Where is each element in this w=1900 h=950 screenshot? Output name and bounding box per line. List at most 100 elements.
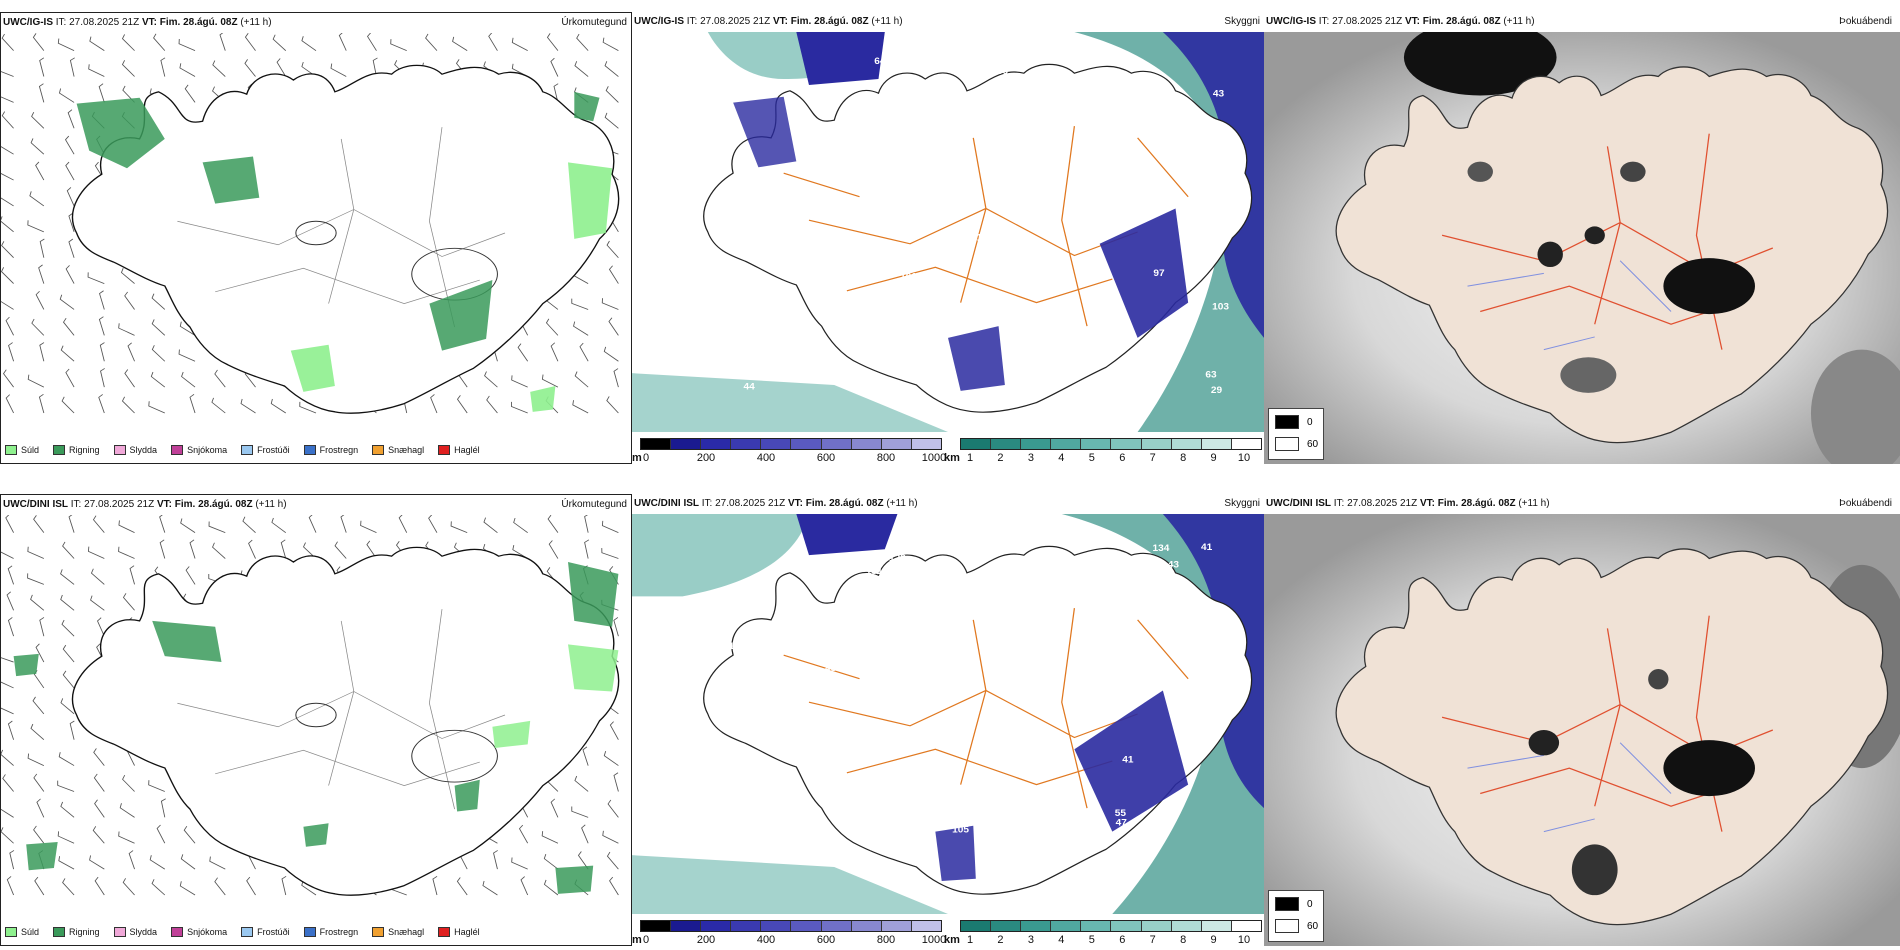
visibility-unit: km [944,452,960,464]
wind-barb [39,238,45,258]
wind-barb [57,38,75,52]
wind-barb [151,293,166,310]
wind-barb [601,548,619,559]
wind-barb [1,197,14,207]
wind-barb [330,63,347,77]
precip-legend: Súld Rigning Slydda Snjókoma Frostúði Fr… [5,445,480,455]
wind-barb [99,290,105,310]
cloud-base-label: 90 [908,218,920,229]
wind-barb [602,37,619,52]
wind-barb [98,394,105,414]
wind-barb [62,670,75,689]
wind-barb [5,316,14,336]
cloud-base-label: 105 [952,825,969,836]
wind-barb [32,696,45,715]
wind-barb [179,321,196,336]
wind-barb [520,876,529,896]
wind-barb [511,37,528,52]
fog-legend: 0 60 [1268,890,1324,942]
cloud-base-label: 49 [832,161,844,172]
wind-barb [89,36,105,51]
wind-barb [211,397,226,414]
wind-barb [1,827,14,844]
wind-barb [94,876,105,896]
wind-barb [212,542,226,559]
precip-map [1,33,620,414]
wind-barb [184,84,196,103]
wind-barb [60,569,75,585]
cloud-base-label: 125 [1047,269,1064,280]
wind-barb [160,798,166,818]
wind-barb [151,345,166,362]
wind-barb [1,33,14,51]
wind-barb [608,317,619,336]
cloud-base-label: 52 [1185,306,1197,317]
wind-barb [98,316,105,336]
wind-barb [65,368,75,388]
wind-barb [159,539,166,559]
wind-barb [609,876,619,896]
cloud-base-label: 43 [825,663,837,674]
cloud-base-label: 36 [1103,628,1115,639]
wind-barb [608,265,619,284]
wind-barb [7,565,15,585]
wind-barb [547,515,559,533]
wind-barb [1,301,14,310]
cloud-base-label: 116 [1098,661,1115,672]
wind-barb [517,343,529,362]
wind-barb [129,565,135,585]
visibility-colorbar [960,438,1262,450]
wind-barb [366,540,377,559]
cloud-base-label: 101 [900,272,917,283]
wind-barb [36,798,45,818]
wind-barb [553,83,559,103]
wind-barb [550,57,559,77]
cloud-base-label: 60 [1089,593,1101,604]
cloud-base-label: 41 [977,842,989,853]
wind-barb [148,401,165,414]
wind-barb [1,111,14,129]
precip-legend: Súld Rigning Slydda Snjókoma Frostúði Fr… [5,927,480,937]
cloud-base-label: 75 [926,593,938,604]
wind-barb [27,220,45,233]
wind-barb [61,619,75,637]
wind-barb [93,748,105,766]
wind-barb [150,371,166,388]
cloud-base-label: 81 [1036,827,1048,838]
cloud-base-label: 123 [1176,131,1193,142]
visibility-colorbar [960,920,1262,932]
wind-barb [87,546,105,559]
wind-barb [546,33,559,51]
wind-barb [33,515,45,533]
wind-barb [303,542,317,559]
cloud-base-label: 102 [800,279,817,290]
wind-barb [68,515,75,533]
fog-panel-row2: UWC/DINI ISL IT: 27.08.2025 21Z VT: Fim.… [1264,494,1900,946]
cloud-base-label: 40 [1069,331,1081,342]
cloud-base-label: 88 [1057,137,1069,148]
wind-barb [606,851,619,870]
wind-barb [609,721,619,740]
cloudbase-colorbar [640,438,942,450]
wind-barb [602,830,619,844]
wind-barb [219,33,226,51]
wind-barb [90,595,105,611]
wind-barb [57,831,75,844]
wind-barb [425,33,438,51]
wind-barb [127,342,135,362]
wind-barb [99,342,105,362]
panel-title: UWC/DINI ISL IT: 27.08.2025 21Z VT: Fim.… [3,499,287,510]
wind-barb [488,33,498,51]
wind-barb [100,368,105,388]
wind-barb [1,267,14,284]
cloud-base-label: 56 [997,66,1009,77]
cloud-base-label: 82 [1203,183,1215,194]
wind-barb [94,799,105,818]
cloud-base-label: 94 [1219,200,1231,211]
wind-barb [486,395,498,414]
visibility-panel-row2: UWC/DINI ISL IT: 27.08.2025 21Z VT: Fim.… [632,494,1264,946]
panel-title: UWC/IG-IS IT: 27.08.2025 21Z VT: Fim. 28… [3,17,272,28]
wind-barb [62,644,75,663]
panel-title: UWC/DINI ISL IT: 27.08.2025 21Z VT: Fim.… [1266,498,1550,509]
wind-barb [33,773,45,792]
